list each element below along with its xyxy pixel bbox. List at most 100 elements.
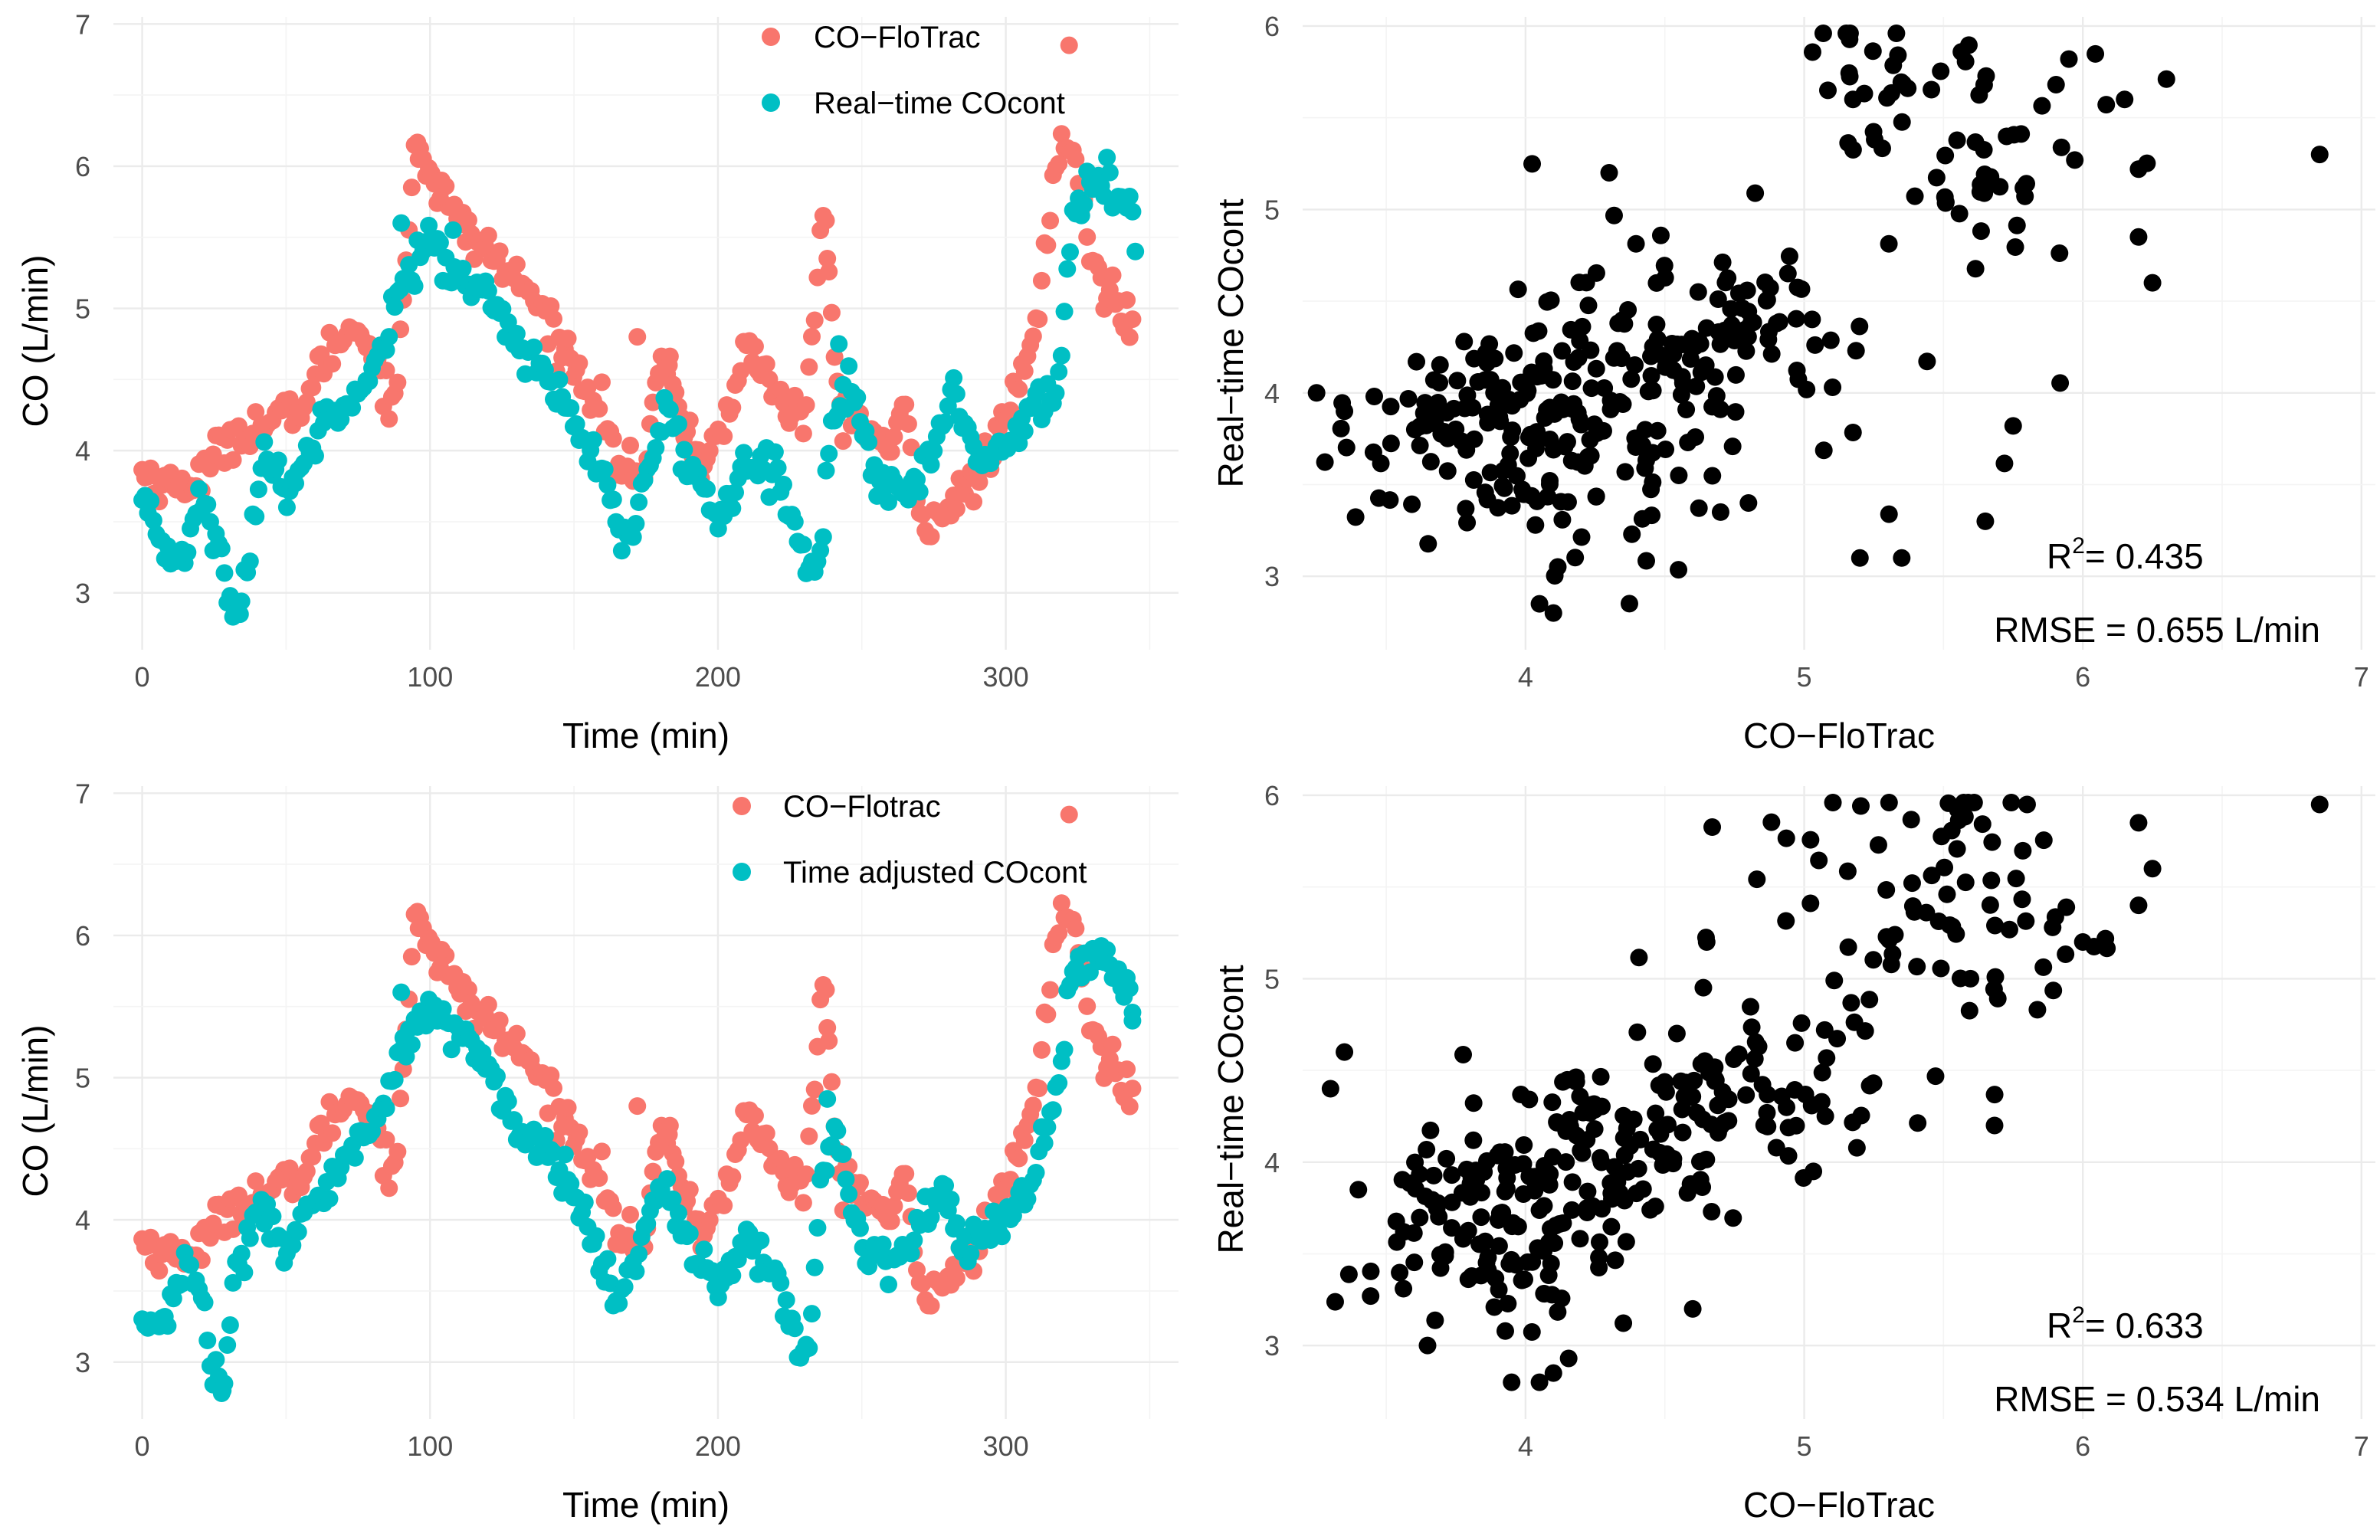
legend-key-flotrac [762,28,780,46]
flotrac-point [899,1184,917,1202]
r-squared-annotation: R2= 0.435 [2047,533,2204,576]
y-axis-title: Real−time COcont [1211,965,1251,1253]
data-points [133,805,1142,1403]
scatter-point [1908,958,1926,976]
flotrac-point [1015,362,1034,380]
y-tick-labels: 3 4 5 6 7 [75,778,90,1378]
flotrac-point [1118,1060,1136,1079]
y-tick-label: 3 [75,1347,90,1378]
flotrac-point [224,451,242,469]
scatter-point [1844,1113,1862,1132]
scatter-point [1813,1063,1831,1082]
scatter-point [1844,423,1862,441]
scatter-point [2129,160,2148,179]
scatter-point [1513,1271,1531,1289]
flotrac-point [1038,1005,1057,1024]
scatter-point [1742,314,1760,333]
flotrac-point [1120,1097,1139,1116]
x-tick-label: 5 [1797,661,1812,693]
scatter-point [1795,1169,1813,1188]
scatter-point [1710,323,1728,341]
flotrac-point [660,356,678,375]
scatter-point [2097,96,2116,114]
scatter-point [1332,419,1350,437]
cocont-point [947,385,965,403]
scatter-point [1593,1200,1611,1218]
flotrac-point [822,1073,841,1091]
scatter-point [1529,322,1548,340]
scatter-point [1481,371,1500,389]
timeseries-bottom-panel: 0 100 200 300 3 4 5 6 7 Time (min) CO (L/min) C… [15,778,1179,1525]
scatter-point [1663,335,1681,353]
x-tick-label: 7 [2354,1430,2369,1462]
scatter-point [1538,293,1556,311]
scatter-point [1530,1373,1549,1391]
scatter-point [1670,467,1688,485]
scatter-point [1723,316,1741,334]
scatter-point [2047,76,2065,94]
scatter-point [1472,1208,1490,1227]
scatter-point [1648,330,1667,349]
timeseries-top-panel: 0 100 200 300 3 4 5 6 7 Time (min) CO (L/min) C… [15,8,1179,755]
scatter-point [1842,994,1860,1012]
flotrac-point [1030,310,1048,329]
flotrac-point [579,378,597,397]
scatter-point [1559,1349,1578,1368]
scatter-point [2051,374,2070,392]
scatter-point [1565,395,1583,413]
scatter-point [1490,1280,1508,1299]
scatter-point [1464,471,1483,490]
cocont-point [269,451,287,470]
scatter-point [1758,290,1776,309]
scatter-point [1637,552,1655,570]
cocont-point [1123,1011,1142,1030]
legend: CO−FloTrac Real−time COcont [762,21,1065,120]
scatter-point [1585,1120,1604,1139]
cocont-point [630,493,648,511]
scatter-point [1618,1119,1636,1138]
legend: CO−Flotrac Time adjusted COcont [733,790,1087,890]
scatter-point [1880,794,1898,812]
cocont-point [772,1273,790,1292]
flotrac-point [851,1174,869,1192]
flotrac-point [822,303,841,322]
scatter-point [1739,328,1757,346]
scatter-point [1448,372,1467,390]
scatter-point [1692,1055,1710,1073]
scatter-point [1464,1131,1483,1149]
scatter-point [1387,1212,1405,1230]
cocont-point [1098,941,1116,959]
scatter-point [1399,389,1418,408]
legend-key-cocont [733,863,751,881]
scatter-point [1520,1090,1539,1109]
scatter-point [2129,228,2148,246]
scatter-point [1566,549,1585,567]
r-squared-label: R [2047,536,2072,576]
cocont-point [402,1035,421,1053]
scatter-point [1582,379,1601,398]
flotrac-point [590,400,608,418]
cocont-point [879,493,897,511]
cocont-point [1100,163,1119,182]
cocont-point [627,1262,645,1280]
flotrac-point [818,250,837,268]
scatter-point [1346,508,1365,526]
scatter-point [1573,317,1592,336]
legend-label-flotrac: CO−Flotrac [783,790,941,824]
r-squared-annotation: R2= 0.633 [2047,1302,2204,1345]
scatter-point [1664,361,1683,379]
scatter-point [1509,1217,1527,1236]
scatter-point [1923,867,1941,885]
cocont-point [306,447,324,465]
scatter-point [1630,949,1648,967]
scatter-point [1803,43,1821,61]
cocont-point [241,552,259,571]
x-axis-title: CO−FloTrac [1743,1485,1935,1525]
scatter-point [1780,247,1798,266]
cocont-point [1050,362,1068,381]
y-tick-label: 4 [75,1204,90,1236]
y-axis-title: Real−time COcont [1211,198,1251,487]
y-tick-labels: 3 4 5 6 7 [75,8,90,608]
scatter-point [1726,403,1745,421]
scatter-point [1523,155,1542,173]
